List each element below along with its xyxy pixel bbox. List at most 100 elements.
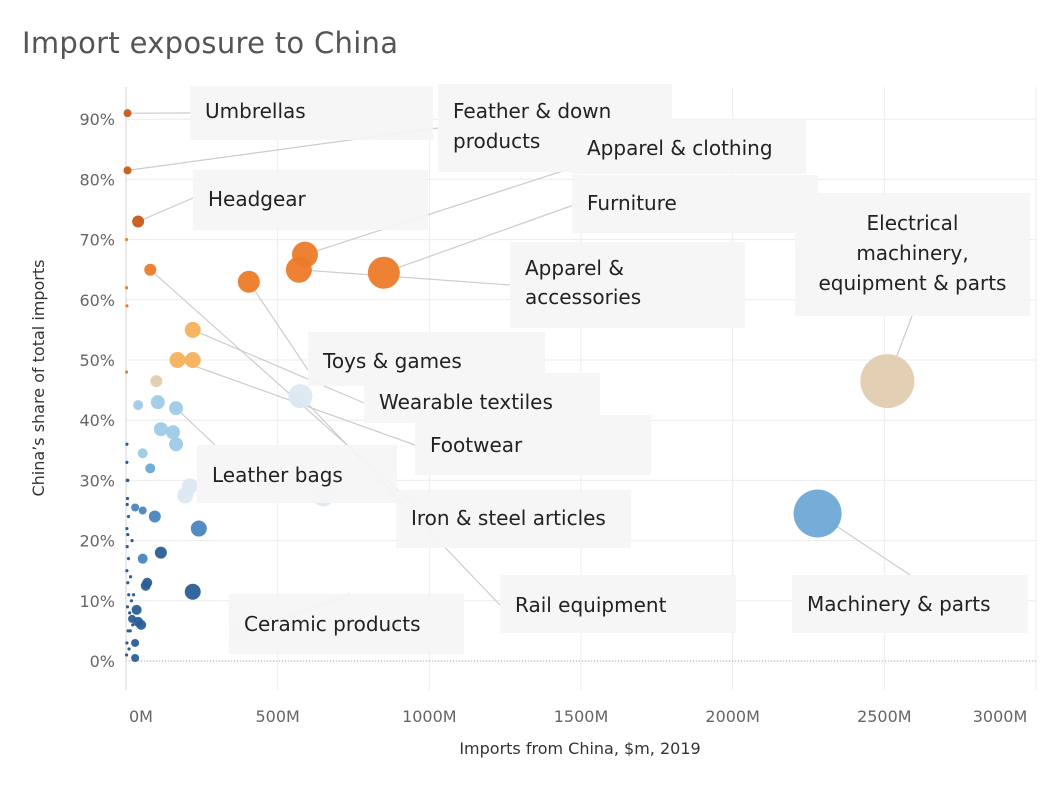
data-point [184,352,201,368]
data-point [125,286,129,290]
y-axis-ticks: 0% 10% 20% 30% 40% 50% 60% 70% 80% 90% [79,110,115,671]
data-point [148,510,161,523]
x-tick-label: 1500M [554,707,609,726]
data-point [237,270,260,293]
data-point [169,352,186,368]
data-point [137,448,148,459]
annotation-box [197,445,397,503]
data-point [140,580,151,591]
data-point [125,238,129,242]
annotation-box [500,575,736,633]
data-point [128,614,137,623]
data-point [132,215,145,228]
data-point [125,442,129,446]
x-axis-ticks: 0M 500M 1000M 1500M 2000M 2500M 3000M [129,707,1027,726]
annotation-label: Footwear [430,433,523,457]
data-point [144,263,157,276]
data-point [131,623,135,627]
data-point [125,545,129,549]
data-point [150,395,165,410]
data-point [129,599,134,603]
leader-line [298,269,511,286]
data-point [169,437,184,452]
annotation-wearable: Wearable textiles [364,373,600,423]
y-tick-label: 20% [79,532,115,551]
annotation-box [792,575,1028,633]
data-point [131,593,136,597]
data-point [138,506,147,515]
leader-line [137,197,194,223]
data-point [128,611,132,615]
annotation-machinery: Machinery & parts [792,575,1028,633]
data-point [127,647,131,651]
data-point [793,489,842,538]
annotation-apparel-accessories: Apparel & accessories [510,242,745,328]
annotation-electrical: Electrical machinery, equipment & parts [795,193,1030,316]
data-point [128,629,132,633]
annotation-rail: Rail equipment [500,575,736,633]
data-point [123,109,132,118]
data-point [126,478,130,482]
data-point [125,605,130,609]
data-point [190,520,207,537]
x-tick-label: 2000M [705,707,760,726]
data-point [125,460,129,464]
leader-line [304,167,573,256]
annotation-box [396,490,631,548]
annotation-iron: Iron & steel articles [396,490,631,548]
data-point [125,569,129,573]
annotation-box [190,86,433,140]
data-point [125,653,129,657]
annotation-label: Iron & steel articles [411,506,606,530]
data-point [367,256,400,289]
annotation-box [795,193,1030,316]
annotation-label: Feather & down [453,99,611,123]
data-point [860,354,915,409]
annotation-label: Furniture [587,191,677,215]
x-tick-label: 3000M [973,707,1028,726]
annotation-label: Ceramic products [244,612,420,636]
annotation-label: Wearable textiles [379,390,553,414]
annotation-box [364,373,600,423]
data-point [136,619,147,630]
x-tick-label: 1000M [402,707,457,726]
y-tick-label: 0% [90,652,115,671]
annotation-label: Umbrellas [205,99,306,123]
data-point [131,604,142,615]
data-point [154,546,167,559]
annotation-box [572,175,818,233]
leader-line [192,329,365,404]
annotation-apparel-clothing: Apparel & clothing [572,120,806,174]
data-points [123,109,915,662]
data-point [177,487,194,504]
annotation-label: Apparel & [525,256,624,280]
data-point [131,638,140,647]
data-point [184,321,201,338]
data-point [153,422,168,437]
annotation-label: Leather bags [212,463,343,487]
y-tick-label: 80% [79,170,115,189]
leader-line [248,281,309,371]
annotation-footwear: Footwear [415,415,651,475]
annotation-box [193,170,428,230]
y-axis-title: China’s share of total imports [29,260,48,497]
data-point [125,641,129,645]
data-point [125,502,129,507]
annotation-label: machinery, [856,241,968,265]
data-point [127,593,131,597]
chart-title: Import exposure to China [22,26,399,60]
annotation-label: Apparel & clothing [587,136,773,160]
y-tick-label: 30% [79,471,115,490]
data-point [184,583,201,600]
annotation-headgear: Headgear [193,170,428,230]
annotation-ceramic: Ceramic products [229,594,464,654]
data-point [130,539,134,543]
annotation-label: Machinery & parts [807,592,991,616]
data-point [123,166,132,175]
data-point [288,384,313,409]
data-point [126,532,130,537]
data-point [125,370,129,374]
data-point [145,463,156,474]
y-tick-label: 10% [79,592,115,611]
data-point [150,375,163,388]
